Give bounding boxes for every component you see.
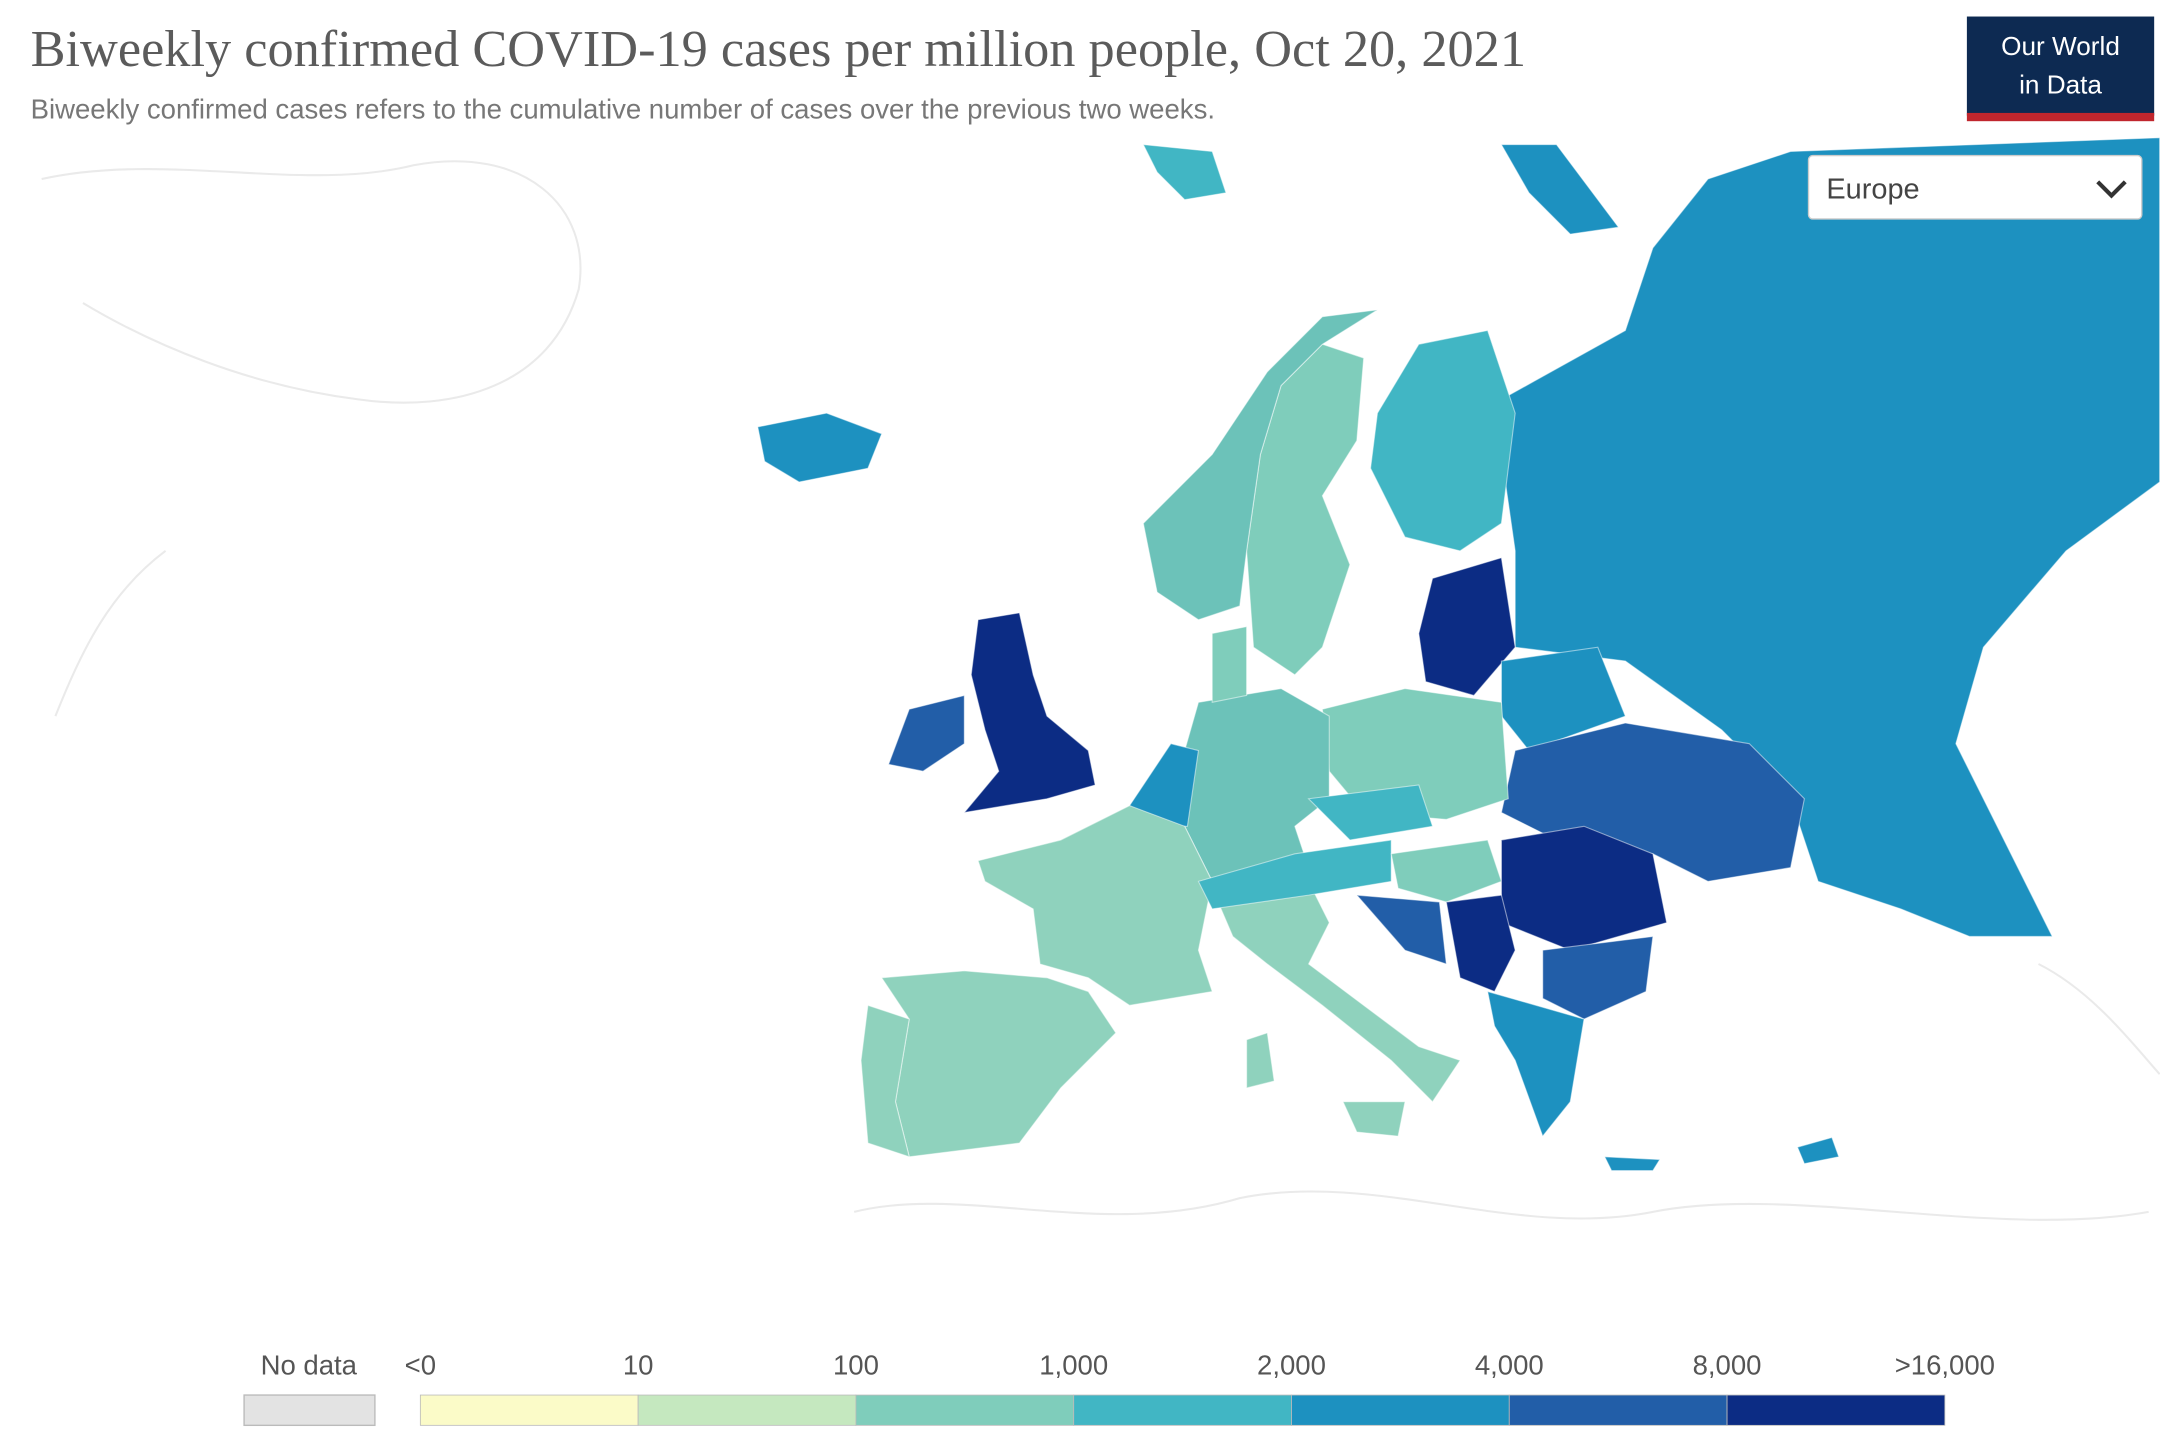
- legend-swatch[interactable]: [1508, 1394, 1728, 1426]
- legend-label: 8,000: [1693, 1349, 1762, 1380]
- legend-swatch[interactable]: [243, 1394, 376, 1427]
- country[interactable]: [1321, 688, 1509, 820]
- legend-label: >16,000: [1895, 1349, 1995, 1380]
- legend-label: <0: [405, 1349, 436, 1380]
- legend-label: No data: [261, 1349, 358, 1380]
- region-dropdown[interactable]: Europe: [1807, 154, 2143, 220]
- legend-swatch[interactable]: [419, 1394, 639, 1426]
- country[interactable]: [1390, 839, 1503, 903]
- legend-swatch[interactable]: [1291, 1394, 1510, 1426]
- legend: No data <0 10 100 1,000 2,000 4,000 8,000 >16,0…: [243, 1349, 1995, 1427]
- country[interactable]: [1246, 1032, 1275, 1089]
- country[interactable]: [1142, 143, 1227, 201]
- subtitle: Biweekly confirmed cases refers to the c…: [31, 93, 1215, 124]
- country[interactable]: [1355, 894, 1447, 965]
- country[interactable]: [1500, 144, 1620, 235]
- country[interactable]: [1486, 990, 1585, 1138]
- country[interactable]: [1211, 625, 1248, 704]
- title: Biweekly confirmed COVID-19 cases per mi…: [31, 20, 1526, 78]
- legend-swatch[interactable]: [1073, 1394, 1292, 1426]
- legend-label: 10: [623, 1349, 654, 1380]
- country[interactable]: [1307, 784, 1434, 841]
- legend-label: 1,000: [1039, 1349, 1108, 1380]
- legend-swatch[interactable]: [1726, 1394, 1946, 1426]
- country[interactable]: [1418, 557, 1516, 697]
- dropdown-box: [1807, 154, 2143, 220]
- logo-line: Our World: [2001, 31, 2120, 61]
- country[interactable]: [962, 612, 1096, 814]
- country[interactable]: [880, 970, 1117, 1158]
- country[interactable]: [1342, 1101, 1406, 1137]
- logo[interactable]: Our World in Data: [1966, 16, 2155, 122]
- country[interactable]: [977, 805, 1213, 1006]
- country[interactable]: [1603, 1156, 1661, 1172]
- map: [41, 137, 2160, 1221]
- country[interactable]: [1445, 894, 1516, 993]
- country[interactable]: [860, 1004, 911, 1158]
- logo-line: in Data: [2019, 70, 2102, 100]
- country[interactable]: [757, 412, 883, 483]
- legend-swatch[interactable]: [637, 1394, 857, 1426]
- country[interactable]: [1142, 309, 1378, 621]
- country[interactable]: [1796, 1136, 1840, 1165]
- legend-label: 100: [833, 1349, 879, 1380]
- country[interactable]: [1542, 935, 1654, 1020]
- logo-stripe: [1966, 112, 2155, 122]
- background-outline: [41, 160, 2160, 1221]
- legend-swatch[interactable]: [855, 1394, 1075, 1426]
- country[interactable]: [1211, 880, 1461, 1103]
- legend-label: 2,000: [1257, 1349, 1326, 1380]
- country[interactable]: [887, 694, 965, 772]
- dropdown-arrow: [2096, 180, 2127, 199]
- country[interactable]: [1197, 839, 1392, 910]
- dropdown-text: Europe: [1826, 173, 1919, 205]
- logo-box: [1966, 16, 2155, 116]
- legend-label: 4,000: [1475, 1349, 1544, 1380]
- country[interactable]: [1370, 329, 1516, 552]
